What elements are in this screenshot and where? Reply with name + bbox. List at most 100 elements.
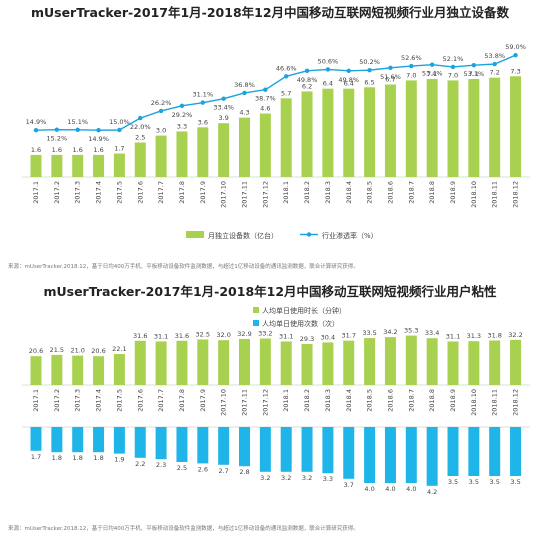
chart2-bottom-bar [426, 427, 438, 486]
chart1-x-tick: 2017.10 [220, 181, 228, 208]
chart1-x-tick: 2018.11 [491, 181, 499, 208]
chart2-top-bar-label: 20.6 [29, 347, 43, 355]
chart2-x-tick: 2017.11 [241, 389, 249, 416]
chart2-bottom-bar-label: 1.8 [52, 454, 62, 462]
chart1-line-label: 53.4% [422, 70, 443, 78]
chart1-x-tick: 2017.12 [261, 181, 269, 208]
chart1-line-label: 46.6% [276, 64, 297, 72]
chart1-legend-swatch-bar [186, 231, 204, 238]
chart2-bottom-bar-label: 2.7 [218, 467, 228, 475]
chart1-bar [197, 127, 209, 177]
chart1-bar [364, 87, 376, 177]
chart2-bottom-bar [197, 427, 209, 464]
chart2-top-bar-label: 31.1 [279, 332, 293, 340]
chart2-top-bar [280, 341, 292, 385]
chart2-x-tick: 2018.3 [324, 389, 332, 412]
chart2-bottom-bar-label: 4.0 [406, 485, 416, 493]
chart2-bottom-bar [239, 427, 250, 467]
chart2-x-tick: 2017.9 [199, 389, 207, 412]
chart1-line-label: 22.0% [130, 123, 151, 131]
chart1-line-point [367, 67, 372, 73]
chart2-top-bar [468, 341, 480, 385]
chart2-bottom-bar-label: 4.0 [385, 485, 395, 493]
chart2-top-bar-label: 31.7 [342, 332, 356, 340]
chart1-bar-label: 3.3 [177, 122, 187, 130]
chart1-x-tick: 2017.9 [199, 181, 207, 204]
chart1-line-label: 49.8% [338, 76, 359, 84]
chart2-top-bar [405, 335, 417, 385]
chart1-line-point [263, 87, 268, 92]
chart1-line-point [33, 127, 39, 133]
chart1-line-point [471, 63, 477, 68]
chart2-top-bar-label: 29.3 [300, 335, 314, 343]
chart1-bar [51, 154, 63, 177]
chart1-x-tick: 2018.7 [407, 181, 415, 204]
chart1-bar-label: 2.5 [135, 134, 145, 142]
chart1-x-tick: 2017.7 [157, 181, 165, 204]
chart2-top-bar-label: 21.0 [70, 347, 84, 355]
chart2-bottom-bar [510, 427, 522, 476]
chart1-line-label: 15.2% [47, 135, 68, 143]
chart1-x-tick: 2017.3 [74, 181, 82, 204]
chart1-bar [93, 154, 105, 177]
chart2-x-tick: 2017.10 [220, 389, 228, 416]
chart2-bottom-bar [113, 427, 125, 454]
chart2-top-bar-label: 31.8 [487, 331, 501, 339]
chart2-bottom-bar [322, 427, 334, 474]
chart1-bar-label: 6.2 [302, 82, 312, 90]
chart1-line-point [388, 65, 393, 70]
chart1-line-label: 33.4% [213, 104, 234, 112]
chart1-bar-label: 3.9 [218, 114, 228, 122]
chart1-bar-label: 5.7 [281, 89, 291, 97]
chart1-bar-label: 1.6 [73, 146, 83, 154]
chart2-top-bar [93, 356, 105, 385]
chart1-bar-label: 7.3 [510, 67, 520, 75]
chart1-line-label: 29.2% [172, 111, 193, 119]
chart1-x-tick: 2018.10 [470, 181, 478, 208]
chart2-bottom-bar [280, 427, 292, 472]
chart2-legend-swatch-top [253, 307, 259, 313]
chart2-x-tick: 2018.2 [303, 389, 311, 412]
chart2-x-tick: 2017.7 [157, 389, 165, 412]
chart2-top-bar-label: 30.4 [321, 333, 335, 341]
chart2-top-bar-label: 32.0 [216, 331, 230, 339]
chart2-top-bar-label: 33.2 [258, 330, 272, 338]
chart1-bar [301, 91, 313, 177]
chart2-bottom-bar-label: 1.8 [93, 454, 103, 462]
chart1-bar-label: 7.0 [448, 71, 458, 79]
chart2-bottom-bar-label: 4.0 [364, 485, 374, 493]
chart2-top-bar-label: 31.1 [154, 332, 168, 340]
chart2-top-bar [259, 338, 271, 385]
chart2-bottom-bar-label: 3.3 [323, 475, 333, 483]
chart1-x-tick: 2017.4 [95, 181, 103, 204]
chart1-bar [384, 84, 396, 177]
chart1-bar-label: 1.6 [93, 146, 103, 154]
chart1-bar [176, 131, 188, 177]
chart2-bottom-bar-label: 3.5 [490, 478, 500, 486]
chart1-line [35, 54, 516, 131]
chart2-x-tick: 2017.8 [178, 389, 186, 412]
chart2-x-tick: 2018.4 [345, 389, 353, 412]
chart1-line-point [284, 74, 289, 79]
chart2-bottom-bar [30, 427, 42, 451]
chart2-bottom-bar [155, 427, 167, 460]
chart2-top-bar [301, 343, 313, 385]
chart2-top-bar-label: 22.1 [112, 345, 126, 353]
chart2-top-bar [343, 340, 355, 385]
chart1-line-point [492, 61, 497, 67]
chart2-bottom-bar-label: 3.5 [469, 478, 479, 486]
chart2-bottom-bar [384, 427, 396, 483]
chart2-x-tick: 2018.11 [491, 389, 499, 416]
chart2-bottom-bar-label: 1.7 [31, 453, 41, 461]
chart2-top-bar [30, 356, 42, 385]
chart2-top-bar-label: 32.2 [508, 331, 522, 339]
chart1-bar [343, 88, 355, 177]
chart1-line-label: 51.6% [380, 73, 401, 81]
chart1-bar [113, 153, 125, 177]
chart1-x-tick: 2018.9 [449, 181, 457, 204]
chart2-top-bar [176, 340, 188, 385]
chart1-x-tick: 2018.5 [366, 181, 374, 204]
chart2-bottom-bar [405, 427, 417, 483]
chart1-x-tick: 2017.1 [32, 181, 40, 204]
